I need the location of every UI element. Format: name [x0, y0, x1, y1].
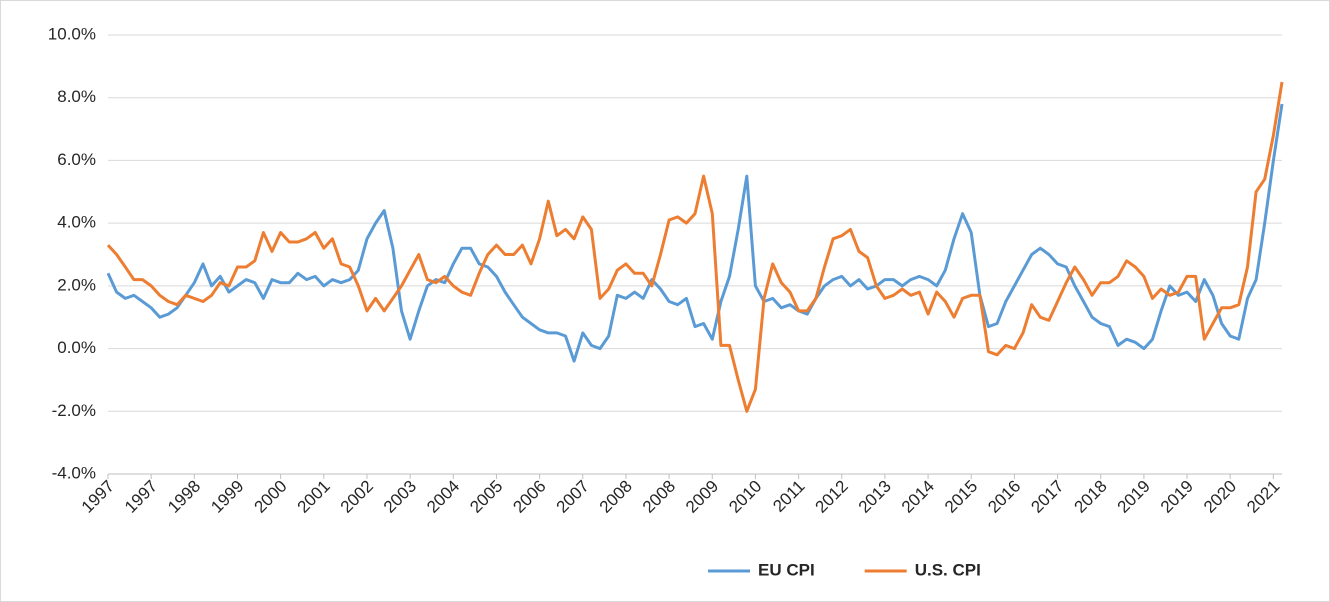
y-tick-label: 2.0% — [57, 275, 96, 294]
series-line — [106, 103, 1284, 363]
y-tick-label: -2.0% — [52, 401, 96, 420]
y-tick-label: 6.0% — [57, 150, 96, 169]
y-tick-label: 10.0% — [48, 24, 96, 43]
y-tick-label: 4.0% — [57, 213, 96, 232]
y-tick-label: 8.0% — [57, 87, 96, 106]
series-line — [106, 81, 1284, 413]
legend-label: EU CPI — [758, 560, 815, 579]
y-tick-label: 0.0% — [57, 338, 96, 357]
legend-label: U.S. CPI — [915, 560, 981, 579]
y-tick-label: -4.0% — [52, 463, 96, 482]
